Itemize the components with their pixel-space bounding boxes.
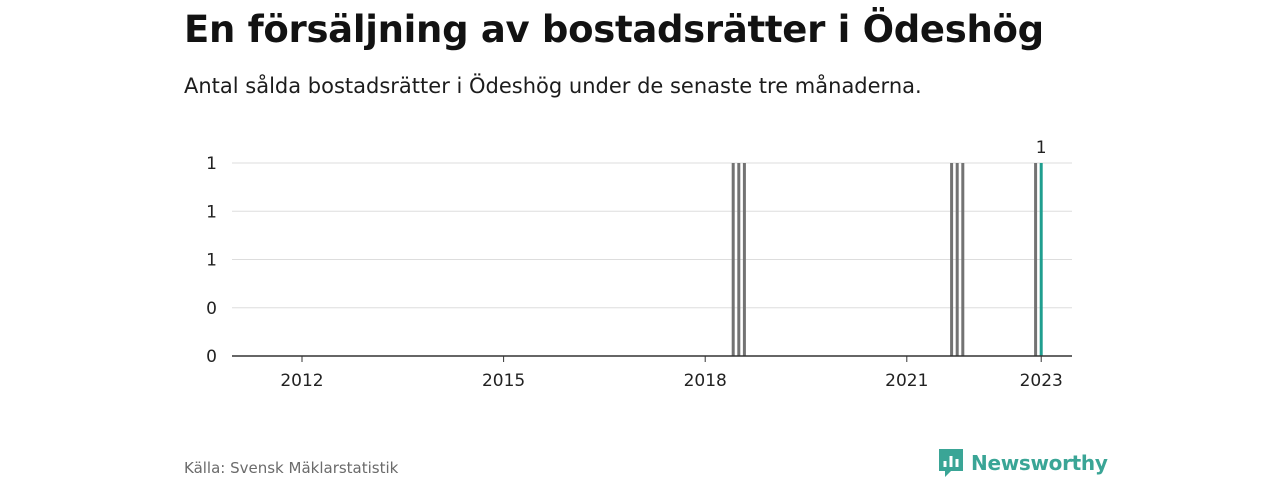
bars [731,163,1043,356]
brand-name: Newsworthy [971,451,1108,475]
brand-logo[interactable]: Newsworthy [937,448,1108,478]
bar [950,163,954,356]
newsworthy-logo-icon [939,449,963,477]
bar [961,163,965,356]
y-tick-label: 0 [206,347,217,367]
x-axis-ticks: 2012 2015 2018 2021 2023 [280,356,1063,391]
bar [737,163,741,356]
bar [731,163,735,356]
x-tick-label: 2021 [885,371,928,391]
bar [1034,163,1038,356]
source-note: Källa: Svensk Mäklarstatistik [184,459,399,477]
y-tick-label: 1 [206,202,217,222]
y-tick-label: 1 [206,251,217,271]
x-tick-label: 2015 [482,371,525,391]
bar-highlight [1039,163,1043,356]
bar-chart: 0 0 1 1 1 2012 2015 2018 2021 2023 1 [206,138,1072,391]
x-tick-label: 2023 [1020,371,1063,391]
x-tick-label: 2012 [280,371,323,391]
y-tick-label: 1 [206,154,217,174]
bar [742,163,746,356]
bar [955,163,959,356]
grid-lines [232,162,1072,309]
chart-subtitle: Antal sålda bostadsrätter i Ödeshög unde… [184,74,922,98]
y-axis-ticks: 0 0 1 1 1 [206,154,217,367]
x-tick-label: 2018 [684,371,727,391]
highlight-value-label: 1 [1036,138,1047,158]
y-tick-label: 0 [206,299,217,319]
chart-title: En försäljning av bostadsrätter i Ödeshö… [184,8,1044,51]
